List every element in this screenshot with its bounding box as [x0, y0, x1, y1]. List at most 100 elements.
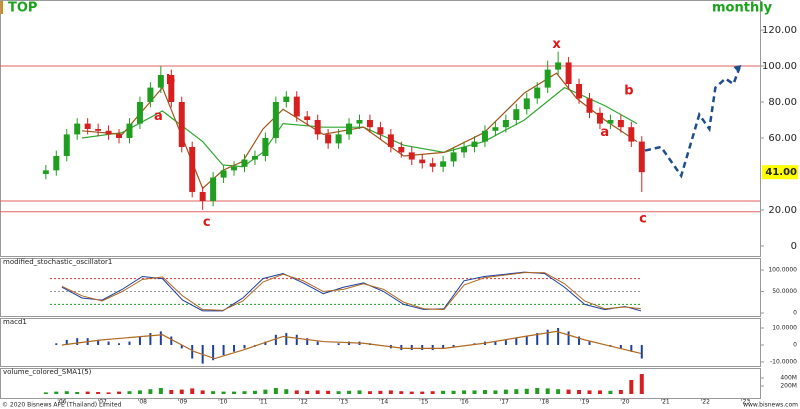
volume-bar — [503, 389, 508, 394]
volume-bar — [315, 390, 320, 394]
candle-body — [220, 170, 227, 178]
last-price-label: 41.00 — [765, 167, 797, 178]
x-tick-label: '16 — [459, 399, 468, 406]
candle-body — [555, 62, 562, 70]
candle-body — [471, 141, 478, 147]
candle-body — [513, 109, 520, 120]
candle-body — [116, 134, 123, 138]
forecast-path — [644, 67, 741, 179]
volume-bar — [221, 391, 226, 394]
volume-bar — [639, 374, 644, 394]
candle-body — [628, 127, 635, 142]
moving-average — [81, 86, 638, 168]
marker — [0, 0, 3, 14]
candle-body — [356, 119, 363, 124]
volume-bar — [43, 392, 48, 394]
candle-body — [178, 102, 185, 147]
candle-body — [617, 119, 624, 128]
candle-body — [105, 130, 112, 135]
candle-body — [419, 159, 426, 164]
volume-bar — [566, 389, 571, 394]
price-pane — [0, 0, 761, 257]
y-tick-label: 0 — [793, 341, 797, 348]
oscillator-line — [61, 272, 642, 311]
volume-bar — [378, 390, 383, 394]
y-tick-label: -10.0000 — [770, 358, 797, 365]
candle-body — [314, 119, 321, 135]
candle-body — [586, 98, 593, 113]
candle-body — [596, 112, 603, 124]
wave-label: a — [600, 125, 609, 140]
candle-body — [42, 170, 49, 174]
candle-body — [523, 98, 530, 110]
y-tick-label: 0 — [791, 241, 797, 252]
x-tick-label: '20 — [620, 399, 629, 406]
volume-bar — [545, 388, 550, 394]
volume-bar — [535, 388, 540, 394]
y-tick-label: 20.00 — [768, 205, 797, 216]
copyright: © 2020 Bisnews AFE (Thailand) Limited — [2, 402, 122, 409]
volume-bar — [232, 391, 237, 394]
volume-bar — [284, 389, 289, 394]
x-tick-label: '13 — [339, 399, 348, 406]
last-price-box — [762, 165, 798, 180]
volume-bar — [127, 391, 132, 394]
volume-bar — [294, 390, 299, 394]
x-tick-label: '17 — [500, 399, 509, 406]
volume-bar — [556, 389, 561, 394]
volume-bar — [169, 390, 174, 394]
panel-title: modified_stochastic_oscillator1 — [3, 258, 112, 266]
x-tick-label: '06 — [57, 399, 66, 406]
volume-bar — [263, 389, 268, 394]
candle-body — [95, 128, 102, 131]
volume-bar — [242, 391, 247, 394]
volume-bar — [472, 390, 477, 394]
volume-bar — [441, 390, 446, 394]
y-tick-label: 100.0000 — [768, 267, 797, 274]
candle-body — [251, 155, 258, 160]
x-tick-label: '22 — [701, 399, 710, 406]
volume-bar — [420, 391, 425, 394]
volume-bar — [137, 390, 142, 394]
candle-body — [262, 137, 269, 156]
chart-subtitle: monthly — [712, 1, 773, 16]
volume-bar — [451, 390, 456, 394]
x-tick-label: '18 — [540, 399, 549, 406]
volume-bar — [158, 388, 163, 394]
volume-bar — [524, 388, 529, 394]
x-tick-label: '12 — [299, 399, 308, 406]
y-tick-label: 0 — [793, 309, 797, 316]
volume-bar — [252, 390, 257, 394]
wave-label: a — [154, 109, 163, 124]
candle-body — [398, 146, 405, 153]
forecast-arrow — [733, 64, 742, 73]
volume-bar — [493, 390, 498, 394]
candle-body — [63, 134, 70, 156]
candle-body — [565, 62, 572, 85]
volume-bar — [106, 392, 111, 394]
volume-bar — [388, 390, 393, 394]
candle-body — [335, 134, 342, 144]
volume-bar — [64, 391, 69, 394]
x-tick-label: '11 — [258, 399, 267, 406]
volume-bar — [200, 390, 205, 394]
wave-label: x — [552, 37, 561, 52]
candle-body — [199, 191, 206, 201]
volume-bar — [336, 391, 341, 394]
volume-bar — [357, 390, 362, 394]
x-tick-label: '15 — [419, 399, 428, 406]
volume-bar — [430, 391, 435, 394]
volume-bar — [148, 389, 153, 394]
volume-bar — [211, 391, 216, 394]
volume-bar — [367, 391, 372, 394]
volume-bar — [618, 390, 623, 394]
volume-bar — [347, 390, 352, 394]
x-tick-label: '08 — [138, 399, 147, 406]
chart-title: TOP — [8, 1, 37, 16]
x-tick-label: '09 — [178, 399, 187, 406]
panel-title: volume_colored_SMA1(5) — [3, 368, 92, 376]
y-tick-label: 200M — [780, 383, 797, 390]
x-tick-label: '21 — [660, 399, 669, 406]
volume-bar — [179, 389, 184, 394]
volume-bar — [117, 391, 122, 394]
